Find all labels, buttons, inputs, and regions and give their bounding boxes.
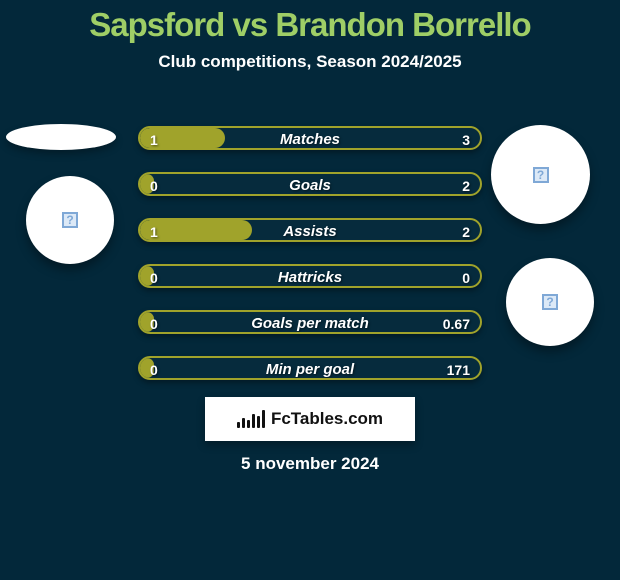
stat-label: Hattricks [140, 266, 480, 286]
stat-row: 12Assists [138, 218, 482, 242]
player-left-shadow-ellipse [6, 124, 116, 150]
stat-label: Matches [140, 128, 480, 148]
page-subtitle: Club competitions, Season 2024/2025 [0, 52, 620, 72]
stat-row: 0171Min per goal [138, 356, 482, 380]
stat-row: 00.67Goals per match [138, 310, 482, 334]
fctables-logo: FcTables.com [205, 397, 415, 441]
page-title: Sapsford vs Brandon Borrello [0, 0, 620, 44]
player-right-avatar-2: ? [506, 258, 594, 346]
stat-label: Min per goal [140, 358, 480, 378]
logo-bars-icon [237, 410, 265, 428]
image-placeholder-icon: ? [62, 212, 78, 228]
player-right-avatar-1: ? [491, 125, 590, 224]
stat-row: 13Matches [138, 126, 482, 150]
stat-row: 02Goals [138, 172, 482, 196]
stat-label: Goals per match [140, 312, 480, 332]
stat-row: 00Hattricks [138, 264, 482, 288]
stat-label: Assists [140, 220, 480, 240]
player-left-avatar: ? [26, 176, 114, 264]
logo-text: FcTables.com [271, 409, 383, 429]
date-text: 5 november 2024 [0, 454, 620, 474]
image-placeholder-icon: ? [542, 294, 558, 310]
stat-label: Goals [140, 174, 480, 194]
image-placeholder-icon: ? [533, 167, 549, 183]
stat-bars: 13Matches 02Goals 12Assists 00Hattricks 00.6… [138, 126, 482, 402]
